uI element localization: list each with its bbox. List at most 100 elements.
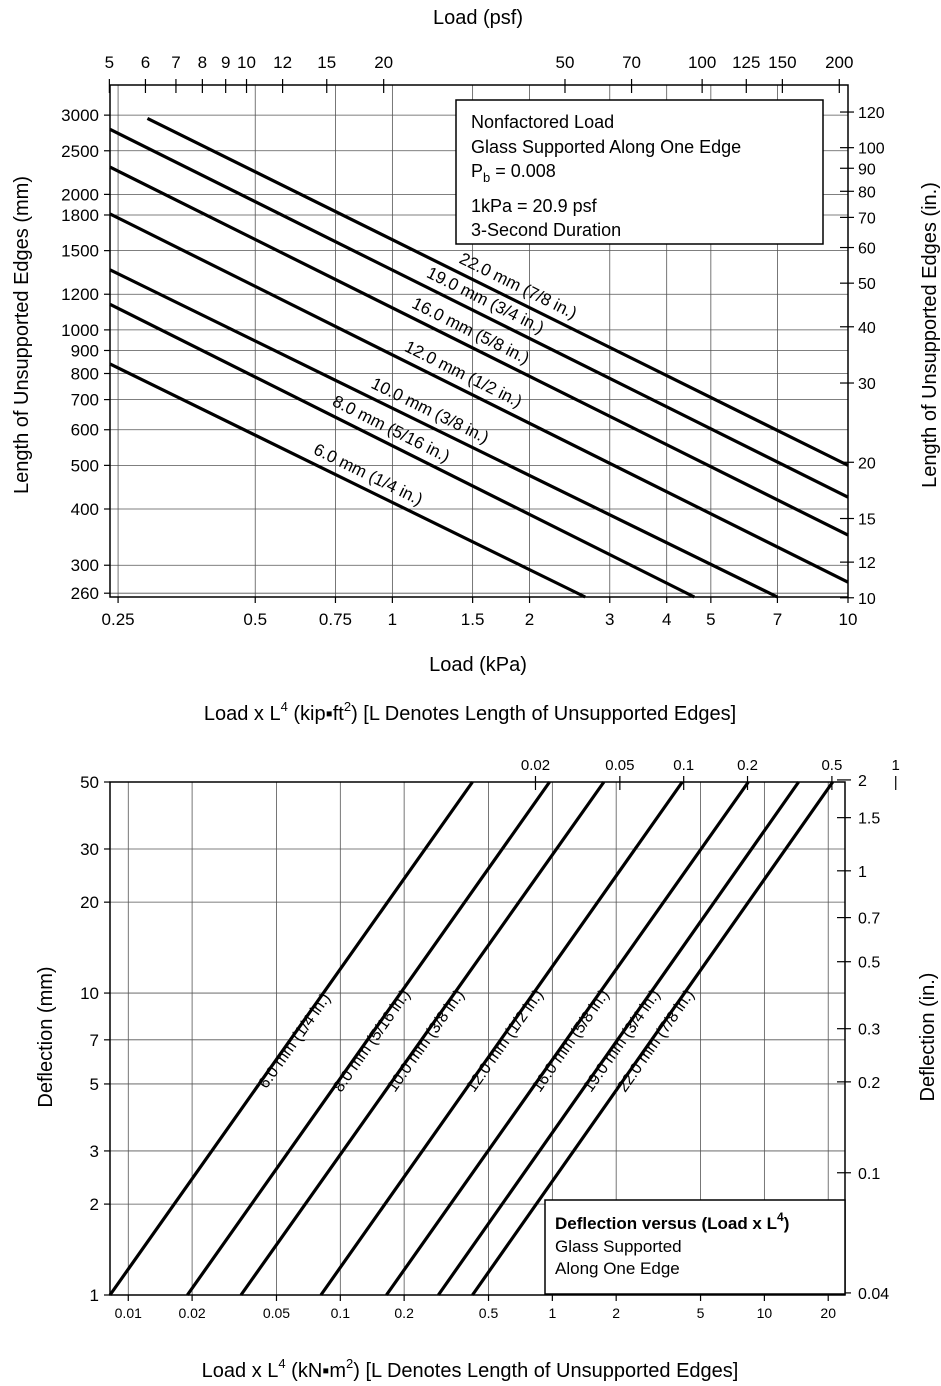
- series-line: [109, 165, 849, 537]
- series-line: [109, 127, 849, 499]
- y-tick-label-right: 10: [858, 591, 876, 608]
- x-tick-label-bottom: 4: [662, 610, 671, 629]
- chart1-top-axis-title: Load (psf): [433, 7, 523, 29]
- legend-pb-value: = 0.008: [490, 161, 556, 181]
- x-tick-label-top: 20: [374, 53, 393, 72]
- x-tick-label-bottom: 0.25: [102, 610, 135, 629]
- chart1-plot-frame: [109, 84, 849, 598]
- y-tick-label-left: 10: [80, 984, 99, 1003]
- y-tick-label-left: 50: [80, 773, 99, 792]
- y-tick-label-left: 3000: [61, 106, 99, 125]
- y-tick-label-left: 1000: [61, 321, 99, 340]
- legend-line-duration: 3-Second Duration: [471, 220, 621, 240]
- y-tick-label-left: 900: [71, 341, 99, 360]
- chart1-series-lines: [109, 116, 849, 599]
- y-tick-label-right: 0.04: [858, 1286, 889, 1303]
- series-line: [239, 781, 606, 1296]
- x-tick-label-bottom: 0.5: [243, 610, 267, 629]
- legend-line-pb: Pb = 0.008: [471, 161, 556, 185]
- series-line: [437, 781, 800, 1296]
- series-line: [109, 302, 696, 599]
- chart2-legend-box: Deflection versus (Load x L4) Glass Supp…: [544, 1199, 846, 1295]
- y-tick-label-right: 2: [858, 773, 867, 790]
- x-tick-label-bottom: 0.02: [178, 1305, 205, 1321]
- y-tick-label-right: 20: [858, 455, 876, 472]
- y-tick-label-right: 80: [858, 184, 876, 201]
- series-line: [385, 781, 750, 1296]
- x-tick-label-bottom: 20: [820, 1305, 836, 1321]
- y-tick-label-left: 400: [71, 500, 99, 519]
- y-tick-label-right: 0.5: [858, 955, 880, 972]
- series-line: [109, 268, 779, 599]
- legend-line-nonfactored: Nonfactored Load: [471, 112, 614, 132]
- x-tick-label-bottom: 1.5: [461, 610, 485, 629]
- y-tick-label-left: 30: [80, 840, 99, 859]
- legend-pb-sub: b: [483, 170, 490, 185]
- y-tick-label-right: 70: [858, 210, 876, 227]
- x-tick-label-bottom: 10: [839, 610, 858, 629]
- y-tick-label-left: 1200: [61, 285, 99, 304]
- x-tick-label-top: 50: [556, 53, 575, 72]
- x-tick-label-bottom: 1: [548, 1305, 556, 1321]
- chart2-top-axis-title: Load x L4 (kip▪ft2) [L Denotes Length of…: [204, 699, 736, 725]
- x-tick-label-top: 5: [105, 53, 114, 72]
- chart2-ticks: 0.01 0.02 0.05 0.1 0.2 0.5 1 2 5 10 20 0.02 0.05 0.1 0…: [80, 757, 900, 1321]
- x-tick-label-top: 7: [171, 53, 180, 72]
- series-line: [146, 116, 849, 467]
- y-tick-label-right: 15: [858, 512, 876, 529]
- y-tick-label-right: 0.7: [858, 911, 880, 928]
- y-tick-label-right: 100: [858, 141, 885, 158]
- legend2-title: Deflection versus (Load x L4): [555, 1210, 789, 1233]
- x-tick-label-bottom: 5: [706, 610, 715, 629]
- y-tick-label-right: 12: [858, 555, 876, 572]
- y-tick-label-right: 120: [858, 105, 885, 122]
- x-tick-label-top: 0.5: [821, 757, 842, 774]
- y-tick-label-left: 500: [71, 456, 99, 475]
- y-tick-label-left: 300: [71, 556, 99, 575]
- x-tick-label-bottom: 0.1: [331, 1305, 351, 1321]
- x-tick-label-top: 8: [198, 53, 207, 72]
- x-tick-label-top: 100: [688, 53, 716, 72]
- x-tick-label-bottom: 0.2: [394, 1305, 414, 1321]
- x-tick-label-top: 9: [221, 53, 230, 72]
- x-tick-label-top: 1: [892, 757, 900, 774]
- x-tick-label-top: 0.02: [521, 757, 550, 774]
- y-tick-label-right: 1.5: [858, 811, 880, 828]
- chart2-right-axis-title: Deflection (in.): [917, 973, 939, 1102]
- chart1-ticks: 0.25 0.5 0.75 1 1.5 2 3 4 5 7 105 6 7 8 9 10 12 15 20 50 70 1…: [61, 53, 885, 629]
- x-tick-label-bottom: 2: [525, 610, 534, 629]
- series-line: [108, 781, 474, 1296]
- x-tick-label-bottom: 2: [612, 1305, 620, 1321]
- y-tick-label-left: 1: [90, 1286, 99, 1305]
- y-tick-label-right: 0.2: [858, 1075, 880, 1092]
- x-tick-label-bottom: 5: [697, 1305, 705, 1321]
- y-tick-label-right: 60: [858, 241, 876, 258]
- chart2-left-axis-title: Deflection (mm): [35, 966, 57, 1107]
- chart2-bottom-axis-title: Load x L4 (kN▪m2) [L Denotes Length of U…: [202, 1356, 739, 1382]
- y-tick-label-left: 2500: [61, 142, 99, 161]
- y-tick-label-left: 800: [71, 365, 99, 384]
- y-tick-label-left: 600: [71, 421, 99, 440]
- x-tick-label-top: 0.1: [673, 757, 694, 774]
- series-line: [109, 362, 586, 599]
- legend2-line-1: Glass Supported: [555, 1237, 682, 1256]
- y-tick-label-left: 1800: [61, 206, 99, 225]
- x-tick-label-bottom: 0.01: [115, 1305, 142, 1321]
- y-tick-label-left: 260: [71, 584, 99, 603]
- legend-pb-main: P: [471, 161, 483, 181]
- x-tick-label-bottom: 10: [757, 1305, 773, 1321]
- y-tick-label-left: 5: [90, 1075, 99, 1094]
- x-tick-label-top: 12: [273, 53, 292, 72]
- chart1-left-axis-title: Length of Unsupported Edges (mm): [11, 176, 33, 494]
- chart2-series-lines: [108, 781, 835, 1296]
- x-tick-label-bottom: 7: [773, 610, 782, 629]
- series-line: [471, 781, 835, 1296]
- series-line: [186, 781, 551, 1296]
- y-tick-label-left: 2: [90, 1195, 99, 1214]
- x-tick-label-bottom: 0.5: [479, 1305, 499, 1321]
- x-tick-label-top: 200: [825, 53, 853, 72]
- x-tick-label-bottom: 3: [605, 610, 614, 629]
- series-line: [319, 781, 684, 1296]
- legend2-line-2: Along One Edge: [555, 1259, 680, 1278]
- x-tick-label-top: 0.2: [737, 757, 758, 774]
